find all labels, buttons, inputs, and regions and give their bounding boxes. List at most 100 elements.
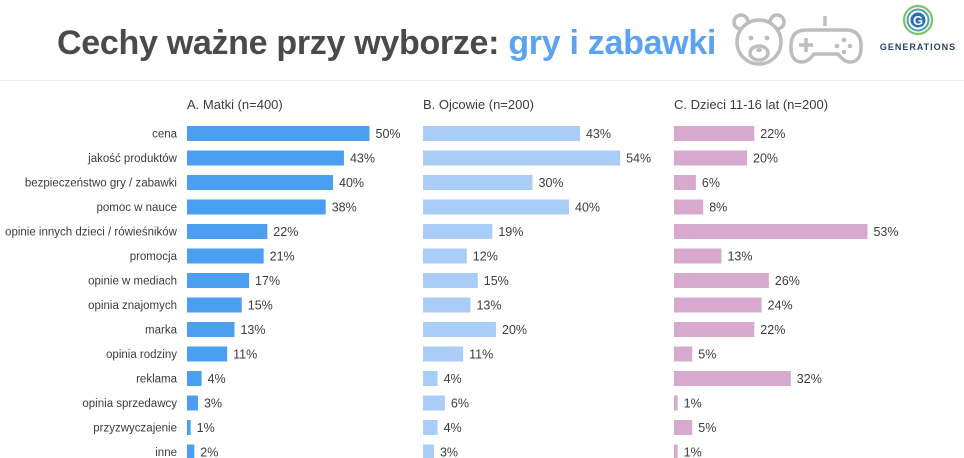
bar [187, 420, 191, 435]
value-label: 4% [444, 421, 462, 435]
value-label: 4% [444, 372, 462, 386]
bar [674, 248, 722, 264]
bar [674, 126, 755, 141]
bar [423, 175, 533, 190]
bar [187, 224, 268, 239]
value-label: 6% [702, 176, 720, 190]
value-label: 22% [760, 127, 785, 141]
bar [187, 444, 195, 458]
logo-letter: G [913, 13, 923, 28]
page-title: Cechy ważne przy wyborze: gry i zabawki [57, 24, 716, 63]
category-label: opinia sprzedawcy [82, 398, 177, 410]
value-label: 3% [440, 446, 458, 458]
bar [674, 224, 868, 239]
bar [674, 444, 678, 458]
bar [674, 322, 755, 337]
bar [423, 322, 496, 337]
category-label: marka [145, 325, 178, 337]
value-label: 22% [760, 323, 785, 337]
value-label: 24% [768, 299, 793, 313]
bar [423, 273, 478, 288]
bar [674, 395, 678, 411]
category-label: jakość produktów [87, 153, 178, 165]
value-label: 5% [698, 348, 716, 362]
bar [187, 371, 202, 386]
title-highlight: gry i zabawki [508, 24, 717, 62]
value-label: 6% [451, 397, 469, 411]
category-label: opinie innych dzieci / rówieśników [5, 227, 178, 239]
category-label: reklama [136, 374, 178, 386]
value-label: 43% [350, 152, 375, 166]
bar [187, 150, 344, 166]
bar [674, 199, 704, 215]
value-label: 13% [240, 323, 265, 337]
value-label: 15% [484, 274, 509, 288]
bar [674, 297, 762, 313]
category-label: pomoc w nauce [96, 202, 177, 214]
gamepad-icon [789, 16, 863, 64]
series-header: A. Matki (n=400) [187, 97, 283, 112]
bar [674, 273, 769, 288]
bar [423, 395, 445, 411]
value-label: 2% [200, 446, 218, 458]
bar [187, 248, 264, 264]
value-label: 54% [626, 152, 651, 166]
value-label: 17% [255, 274, 280, 288]
value-label: 3% [204, 397, 222, 411]
category-label: promocja [130, 251, 178, 263]
generations-logo-mark: G [902, 4, 934, 36]
value-label: 15% [248, 299, 273, 313]
category-label: opinia znajomych [88, 300, 177, 312]
bar [187, 346, 228, 362]
bar [423, 199, 569, 215]
bar [423, 297, 471, 313]
series-header: C. Dzieci 11-16 lat (n=200) [674, 97, 828, 112]
value-label: 13% [727, 250, 752, 264]
bar [187, 126, 370, 141]
value-label: 5% [698, 421, 716, 435]
value-label: 20% [502, 323, 527, 337]
value-label: 21% [270, 250, 295, 264]
bar [187, 322, 235, 337]
generations-logo: G GENERATIONS [872, 4, 964, 52]
bar [423, 224, 493, 239]
bar [187, 395, 198, 411]
title-divider [0, 80, 964, 81]
value-label: 40% [339, 176, 364, 190]
bar [187, 297, 242, 313]
bar [423, 150, 621, 166]
bar [423, 420, 438, 435]
bar [674, 346, 693, 362]
value-label: 1% [197, 421, 215, 435]
category-label: cena [152, 129, 178, 141]
value-label: 1% [684, 446, 702, 458]
bar [674, 420, 693, 435]
bar [187, 273, 250, 288]
series-header: B. Ojcowie (n=200) [423, 97, 534, 112]
bar [674, 175, 696, 190]
bar [674, 150, 747, 166]
value-label: 53% [873, 225, 898, 239]
title-icons [732, 12, 864, 77]
value-label: 26% [775, 274, 800, 288]
value-label: 1% [684, 397, 702, 411]
bar [674, 371, 791, 386]
bar [423, 248, 467, 264]
value-label: 12% [473, 250, 498, 264]
bar [187, 199, 326, 215]
category-label: opinia rodziny [106, 349, 177, 361]
value-label: 22% [273, 225, 298, 239]
value-label: 8% [709, 201, 727, 215]
category-label: przyzwyczajenie [93, 423, 177, 435]
value-label: 19% [498, 225, 523, 239]
logo-text: GENERATIONS [879, 42, 957, 52]
category-label: bezpieczeństwo gry / zabawki [25, 178, 177, 190]
value-label: 4% [208, 372, 226, 386]
value-label: 30% [539, 176, 564, 190]
category-label: opinie w mediach [88, 276, 177, 288]
category-label: inne [155, 447, 177, 458]
bear-face-icon [732, 13, 786, 66]
value-label: 11% [233, 348, 257, 362]
value-label: 40% [575, 201, 600, 215]
